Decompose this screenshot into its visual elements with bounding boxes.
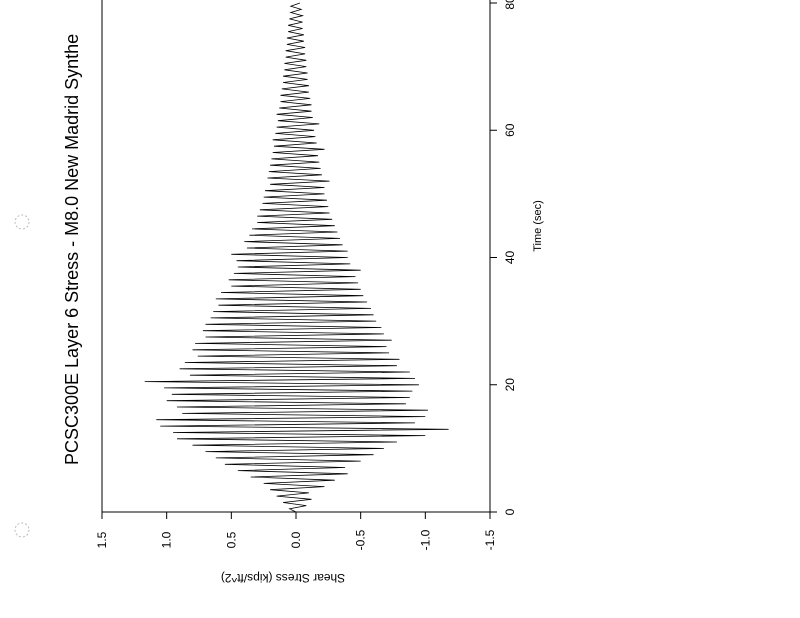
y-tick-label: 0.0 — [289, 531, 303, 548]
y-tick-label: 1.0 — [160, 531, 174, 548]
x-axis-label: Time (sec) — [532, 200, 544, 252]
y-tick-label: 0.5 — [224, 531, 238, 548]
y-tick-label: -0.5 — [354, 529, 368, 550]
y-tick-label: -1.5 — [483, 529, 497, 550]
y-tick-label: -1.0 — [418, 529, 432, 550]
y-tick-label: 1.5 — [95, 531, 109, 548]
stress-series-line — [144, 2, 449, 513]
chart-title: PCSC300E Layer 6 Stress - M8.0 New Madri… — [62, 34, 82, 465]
x-tick-label: 40 — [503, 251, 517, 265]
y-axis-label: Shear Stress (kips/ft^2) — [221, 571, 345, 585]
punch-hole-mark — [14, 214, 30, 230]
x-tick-label: 20 — [503, 378, 517, 392]
punch-hole-mark — [14, 522, 30, 538]
x-tick-label: 60 — [503, 123, 517, 137]
x-tick-label: 80 — [503, 0, 517, 10]
x-tick-label: 0 — [503, 508, 517, 515]
